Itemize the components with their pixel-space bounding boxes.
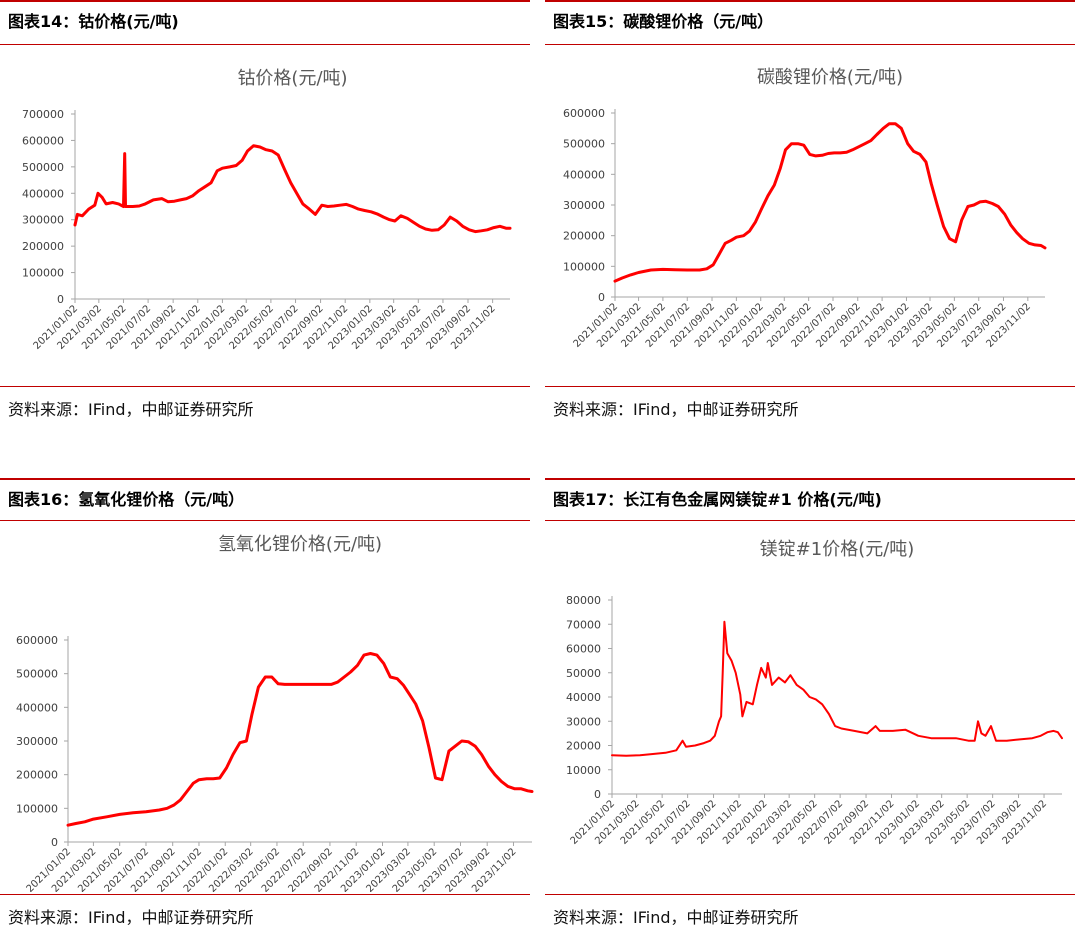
lithium-carbonate-price-chart: 碳酸锂价格(元/吨) 0 100000 200000 300000 400000 50000… xyxy=(563,67,1047,350)
source-note: 资料来源：IFind，中邮证券研究所 xyxy=(553,400,799,419)
chart-title: 镁锭#1价格(元/吨) xyxy=(760,539,915,560)
y-tick-label: 40000 xyxy=(566,691,601,704)
y-tick-label: 300000 xyxy=(16,735,58,748)
price-series-line xyxy=(611,620,1063,757)
y-tick-label: 500000 xyxy=(16,668,58,681)
y-tick-label: 200000 xyxy=(16,769,58,782)
header-rule xyxy=(545,478,1075,480)
source-note: 资料来源：IFind，中邮证券研究所 xyxy=(553,908,799,927)
y-tick-label: 500000 xyxy=(22,161,64,174)
y-tick-label: 80000 xyxy=(566,594,601,607)
header-rule xyxy=(545,0,1075,2)
footer-divider xyxy=(545,386,1075,387)
y-tick-label: 30000 xyxy=(566,715,601,728)
header-divider xyxy=(0,520,530,521)
y-tick-label: 10000 xyxy=(566,764,601,777)
figure-title: 图表15：碳酸锂价格（元/吨） xyxy=(553,12,774,31)
y-tick-label: 60000 xyxy=(566,643,601,656)
source-note: 资料来源：IFind，中邮证券研究所 xyxy=(8,400,254,419)
y-tick-label: 400000 xyxy=(22,187,64,200)
figure-title: 图表14：钴价格(元/吨) xyxy=(8,12,179,31)
header-rule xyxy=(0,478,530,480)
y-tick-label: 0 xyxy=(51,836,58,849)
footer-divider xyxy=(0,894,530,895)
y-tick-label: 70000 xyxy=(566,618,601,631)
header-divider xyxy=(0,44,530,45)
panel-lithium-hydroxide: 图表16：氢氧化锂价格（元/吨） 氢氧化锂价格(元/吨) 0 100000 20000… xyxy=(0,478,534,936)
y-tick-label: 300000 xyxy=(563,199,605,212)
y-tick-label: 100000 xyxy=(16,802,58,815)
y-tick-label: 20000 xyxy=(566,740,601,753)
y-tick-label: 0 xyxy=(57,293,64,306)
y-tick-label: 300000 xyxy=(22,214,64,227)
y-tick-label: 100000 xyxy=(22,267,64,280)
magnesium-ingot-price-chart: 镁锭#1价格(元/吨) 0 10000 20000 30000 40000 50000 600… xyxy=(566,539,1063,847)
y-tick-label: 400000 xyxy=(563,168,605,181)
y-tick-label: 600000 xyxy=(16,634,58,647)
y-tick-label: 200000 xyxy=(563,230,605,243)
y-tick-label: 600000 xyxy=(563,107,605,120)
chart-title: 氢氧化锂价格(元/吨) xyxy=(218,534,382,555)
chart-title: 钴价格(元/吨) xyxy=(237,68,347,89)
price-series-line xyxy=(613,122,1047,283)
y-tick-label: 100000 xyxy=(563,260,605,273)
figure-title: 图表17：长江有色金属网镁锭#1 价格(元/吨) xyxy=(553,490,882,509)
price-series-line xyxy=(73,144,512,234)
footer-divider xyxy=(545,894,1075,895)
y-tick-label: 200000 xyxy=(22,240,64,253)
y-tick-label: 0 xyxy=(594,788,601,801)
footer-divider xyxy=(0,386,530,387)
lithium-hydroxide-price-chart: 氢氧化锂价格(元/吨) 0 100000 200000 300000 400000 5000… xyxy=(16,534,534,892)
y-tick-label: 0 xyxy=(598,291,605,304)
panel-magnesium-ingot: 图表17：长江有色金属网镁锭#1 价格(元/吨) 镁锭#1价格(元/吨) 0 100… xyxy=(545,478,1075,936)
y-tick-label: 500000 xyxy=(563,138,605,151)
price-series-line xyxy=(66,652,534,827)
cobalt-price-chart: 钴价格(元/吨) 0 100000 200000 300000 400000 500000 6… xyxy=(22,68,512,352)
header-divider xyxy=(545,44,1075,45)
chart-title: 碳酸锂价格(元/吨) xyxy=(757,67,903,88)
y-tick-label: 50000 xyxy=(566,667,601,680)
figure-title: 图表16：氢氧化锂价格（元/吨） xyxy=(8,490,245,509)
header-divider xyxy=(545,520,1075,521)
panel-cobalt: 图表14：钴价格(元/吨) 钴价格(元/吨) 0 100000 200000 30000… xyxy=(0,0,530,420)
y-tick-label: 600000 xyxy=(22,134,64,147)
y-tick-label: 700000 xyxy=(22,108,64,121)
panel-lithium-carbonate: 图表15：碳酸锂价格（元/吨） 碳酸锂价格(元/吨) 0 100000 200000 3… xyxy=(545,0,1075,420)
y-tick-label: 400000 xyxy=(16,701,58,714)
header-rule xyxy=(0,0,530,2)
source-note: 资料来源：IFind，中邮证券研究所 xyxy=(8,908,254,927)
